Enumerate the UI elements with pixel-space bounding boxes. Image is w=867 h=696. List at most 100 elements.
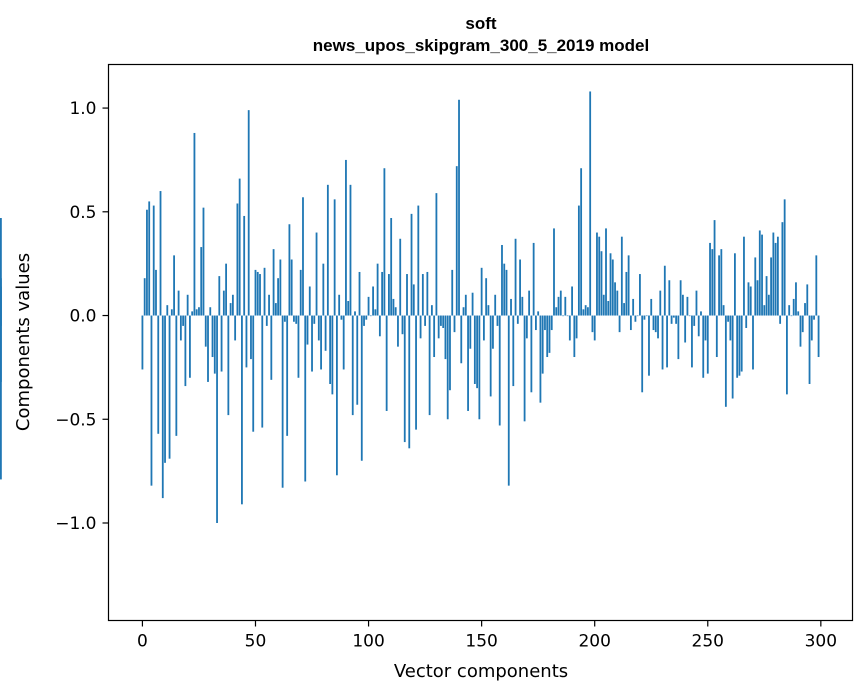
bar [424,315,426,326]
bar [774,242,777,316]
bar [568,315,571,341]
bar [539,315,542,403]
bar [758,230,761,316]
bar [392,298,395,316]
bar [338,294,341,316]
bar [702,315,705,378]
bar [605,228,607,316]
y-tick-label: −0.5 [55,410,96,430]
bar [566,315,569,317]
y-tick-label: 0.0 [69,307,96,327]
bar [295,315,298,324]
bar [326,184,329,316]
bar [700,311,702,316]
bar [360,315,363,461]
x-tick-label: 150 [465,632,497,652]
bar [385,315,388,411]
bar [394,307,397,316]
bar [234,315,237,341]
bar [225,263,227,316]
bar [146,209,148,316]
bar [449,315,451,391]
bar [636,315,639,317]
y-axis-ticks: −1.0 −0.5 0.0 0.5 1.0 [55,99,109,534]
bar [369,315,372,317]
bar [193,132,196,316]
bar [788,305,791,316]
bar [372,286,374,316]
bar [356,315,359,405]
bar [148,201,151,316]
bar [666,315,668,368]
bar [582,309,585,316]
bar [378,315,381,337]
bar [691,315,693,368]
bar [274,303,277,316]
bar [243,215,246,316]
bar [329,315,332,384]
bar [363,315,365,326]
bar [345,159,347,316]
bar [738,315,741,376]
bar [430,305,433,316]
bar [577,205,580,316]
bar-series [0,91,820,523]
bar [143,278,146,316]
bar [397,315,399,347]
bar [412,284,415,316]
bar [265,315,268,326]
bar [487,305,490,316]
bar [535,315,537,331]
bar [797,311,800,316]
bar [720,249,723,316]
bar [734,253,736,316]
bar [761,234,763,316]
bar [383,168,386,316]
bar [652,315,655,331]
bar [173,255,175,316]
bar [299,269,302,316]
bar [672,315,675,318]
x-tick-label: 250 [692,632,724,652]
bar [711,249,714,316]
chart-subtitle: news_upos_skipgram_300_5_2019 model [313,36,649,55]
bar [478,315,481,420]
bar [349,184,352,316]
bar [417,205,420,316]
bar [765,276,768,316]
bar [736,315,739,378]
bar [0,315,2,480]
bar [442,315,445,328]
bar [390,218,393,316]
bar [514,238,517,316]
bar [157,315,160,434]
y-tick-label: −1.0 [55,514,96,534]
bar [591,315,594,333]
bar [729,315,732,341]
bar [521,296,524,316]
bar [367,296,370,316]
bar [804,303,806,316]
bar [498,315,501,426]
bar [614,282,616,316]
bar [283,315,286,322]
bar [663,265,666,316]
bar [512,315,515,387]
bar [286,315,289,436]
bar [322,263,325,316]
bar [661,315,664,370]
bar [200,247,203,316]
bar [639,274,641,316]
bar [503,263,506,316]
bar [600,251,603,316]
bar [401,315,404,335]
bar [724,315,727,407]
bar [480,267,483,316]
bar [455,166,458,316]
bar [781,222,784,316]
bar [792,298,795,316]
bar [776,236,779,316]
bar [207,315,209,382]
bar [573,315,576,358]
bar [231,294,234,316]
